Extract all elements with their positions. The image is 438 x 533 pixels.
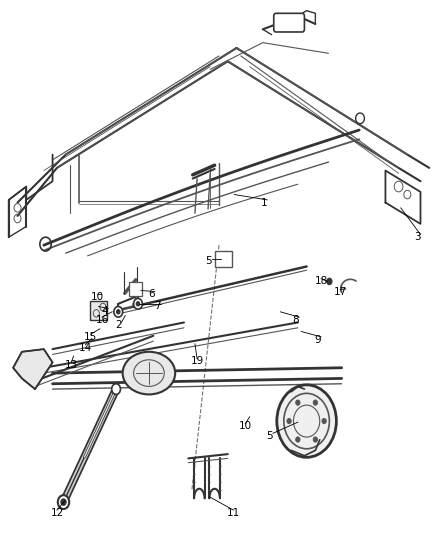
Text: 5: 5 [205,256,212,266]
Circle shape [112,384,120,394]
Bar [215,251,232,266]
Circle shape [277,385,336,457]
Circle shape [313,437,318,442]
Text: 12: 12 [50,508,64,518]
Circle shape [136,302,140,306]
Circle shape [296,437,300,442]
Text: 17: 17 [334,287,347,297]
Text: 19: 19 [191,357,204,366]
Circle shape [58,495,69,509]
Text: 3: 3 [414,232,420,242]
Text: 10: 10 [91,293,104,302]
Circle shape [117,310,120,314]
Text: 10: 10 [239,422,252,431]
FancyBboxPatch shape [274,13,304,32]
Text: 7: 7 [154,302,161,311]
Text: 15: 15 [84,332,97,342]
Circle shape [134,298,142,309]
Text: 11: 11 [227,508,240,518]
Text: 6: 6 [148,289,155,299]
Text: 13: 13 [65,360,78,369]
Circle shape [114,306,123,317]
Bar [129,282,142,296]
Circle shape [322,418,326,424]
Text: 2: 2 [115,320,121,330]
Ellipse shape [123,352,175,394]
Text: 8: 8 [293,315,299,325]
Circle shape [296,400,300,405]
Text: 16: 16 [95,315,109,325]
Text: 14: 14 [79,343,92,352]
Circle shape [327,278,332,285]
Circle shape [61,499,66,505]
Text: 4: 4 [102,306,108,316]
Circle shape [287,418,291,424]
Circle shape [313,400,318,405]
Text: 1: 1 [261,198,267,207]
Polygon shape [13,349,53,389]
Text: 9: 9 [314,335,321,344]
Text: 18: 18 [314,277,328,286]
Text: 5: 5 [266,431,273,441]
Bar [90,301,107,320]
